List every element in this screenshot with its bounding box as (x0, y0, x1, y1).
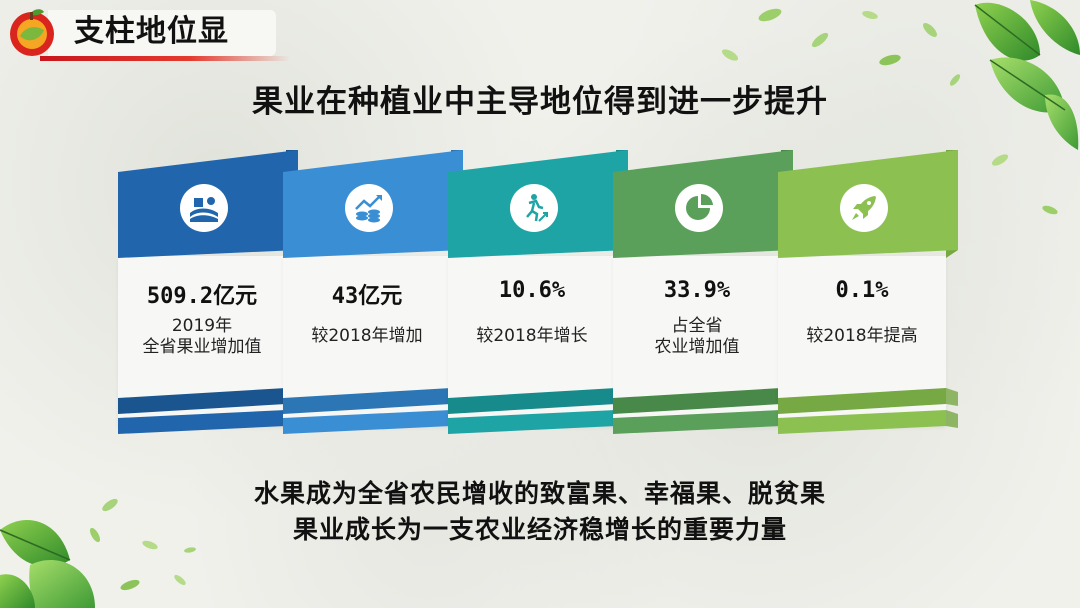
stat-card: 0.1% 较2018年提高 (778, 150, 958, 440)
rocket-icon (840, 184, 888, 232)
stat-card: 43亿元较2018年增加 (283, 150, 463, 440)
summary-line-2: 果业成长为一支农业经济稳增长的重要力量 (292, 515, 787, 544)
farm-icon (180, 184, 228, 232)
stat-value: 0.1% (835, 278, 889, 303)
runner-icon (510, 184, 558, 232)
stat-label-line-1: 占全省 (671, 316, 723, 336)
stat-card: 33.9% 占全省 农业增加值 (613, 150, 793, 440)
stat-card-ribbons (448, 388, 628, 434)
stat-label-line-1: 较2018年增长 (476, 326, 588, 346)
stat-value: 33.9% (663, 278, 731, 303)
stat-card: 509.2亿元 2019年 全省果业增加值 (118, 150, 298, 440)
stat-label-line-1: 较2018年提高 (806, 326, 918, 346)
stat-label: 较2018年增长 (448, 326, 616, 347)
stat-value: 509.2亿元 (146, 284, 258, 309)
stat-label-line-1: 2019年 (171, 316, 233, 336)
stat-label-line-1: 较2018年增加 (311, 326, 423, 346)
stat-card: 10.6% 较2018年增长 (448, 150, 628, 440)
stat-label-line-2: 全省果业增加值 (142, 337, 262, 357)
section-header: 支柱地位显 (0, 0, 300, 66)
stat-label: 占全省 农业增加值 (613, 316, 781, 358)
pie-chart-icon (675, 184, 723, 232)
stat-value: 10.6% (498, 278, 566, 303)
stat-label: 较2018年提高 (778, 326, 946, 347)
stat-card-ribbons (118, 388, 298, 434)
page-headline: 果业在种植业中主导地位得到进一步提升 (252, 84, 828, 120)
stat-card-ribbons (778, 388, 958, 434)
stat-label-line-2: 农业增加值 (654, 337, 740, 357)
money-growth-icon (345, 184, 393, 232)
stat-label: 2019年 全省果业增加值 (118, 316, 286, 358)
header-underline (40, 56, 290, 61)
fruit-logo-icon (10, 9, 54, 56)
summary-line-1: 水果成为全省农民增收的致富果、幸福果、脱贫果 (253, 479, 826, 508)
stat-card-ribbons (283, 388, 463, 434)
stat-card-ribbons (613, 388, 793, 434)
header-title: 支柱地位显 (74, 14, 229, 49)
stat-value: 43亿元 (331, 284, 403, 309)
stat-label: 较2018年增加 (283, 326, 451, 347)
header-background (48, 10, 276, 56)
